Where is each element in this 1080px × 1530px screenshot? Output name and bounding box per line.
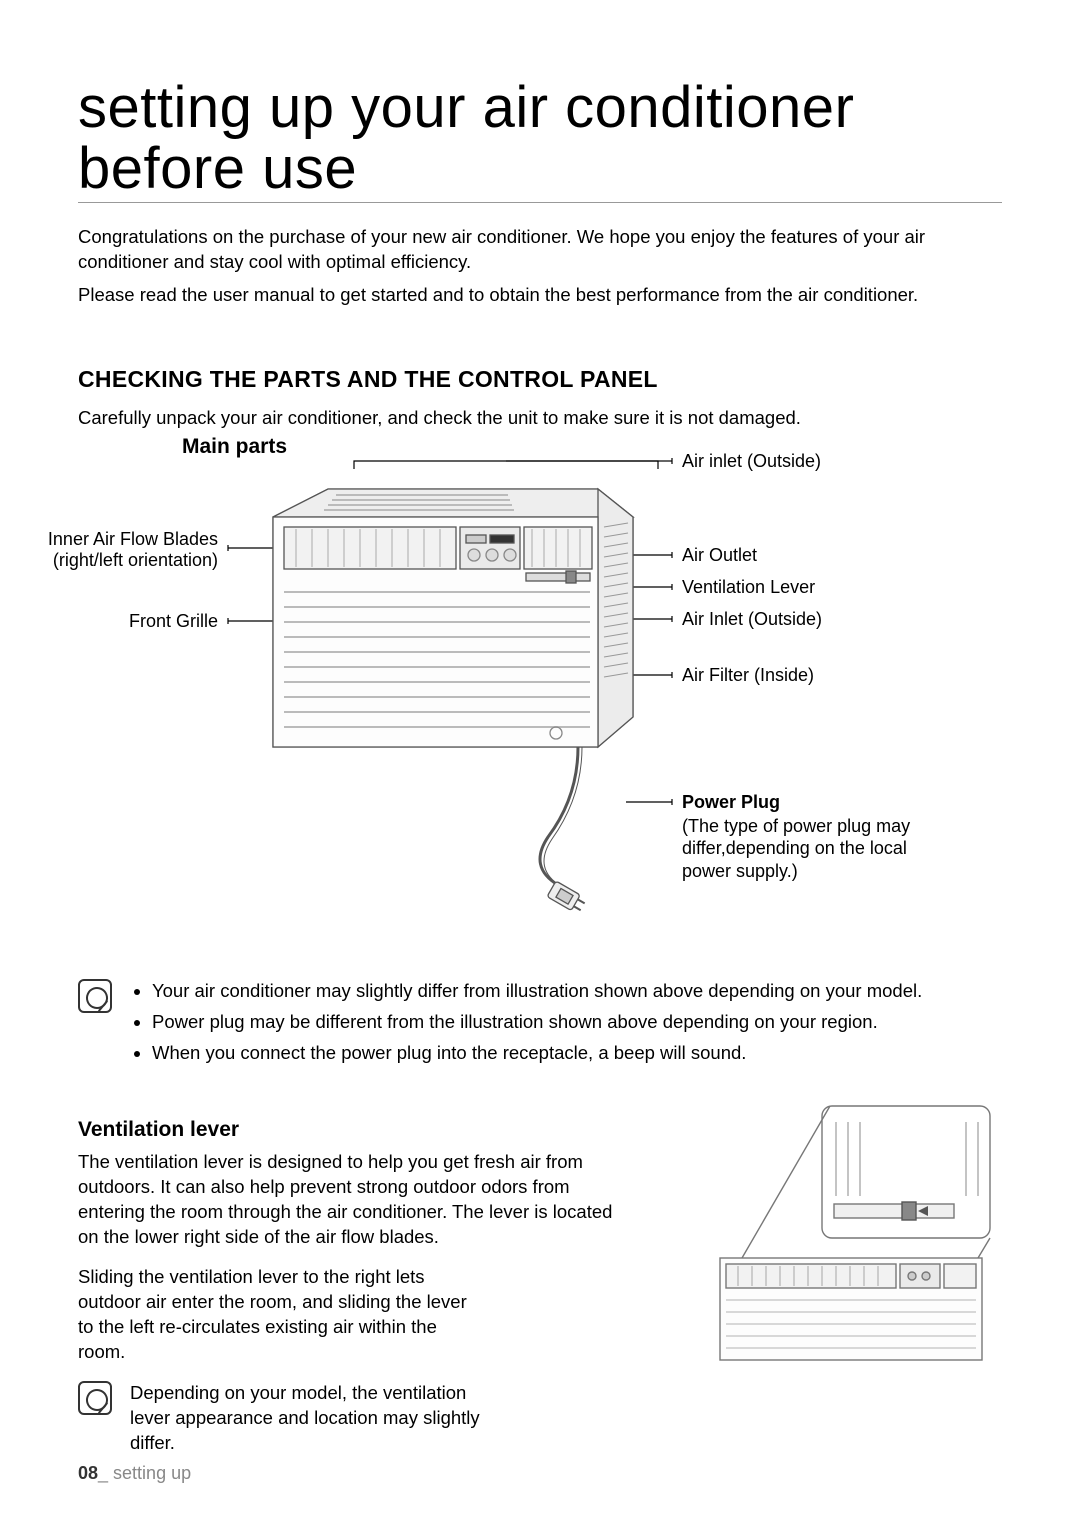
main-parts-diagram: Main parts [78,437,1002,977]
page-footer: 08_ setting up [78,1463,191,1484]
note-item: Power plug may be different from the ill… [152,1010,922,1035]
label-air-filter: Air Filter (Inside) [682,665,814,687]
note-item: When you connect the power plug into the… [152,1041,922,1066]
ac-unit-illustration [78,437,1002,977]
label-ventilation-lever: Ventilation Lever [682,577,815,599]
label-inner-blades-l1: Inner Air Flow Blades [48,529,218,549]
notes-block-1: Your air conditioner may slightly differ… [78,979,1002,1072]
ventilation-para-1: The ventilation lever is designed to hel… [78,1150,638,1250]
note-icon [78,1381,112,1415]
intro-para-1: Congratulations on the purchase of your … [78,225,1002,275]
page-title: setting up your air conditioner before u… [78,78,1002,203]
section-sub-checking-parts: Carefully unpack your air conditioner, a… [78,407,1002,429]
label-air-outlet: Air Outlet [682,545,757,567]
section-heading-checking-parts: CHECKING THE PARTS AND THE CONTROL PANEL [78,366,1002,393]
label-inner-blades: Inner Air Flow Blades (right/left orient… [48,529,218,572]
label-air-inlet-side: Air Inlet (Outside) [682,609,822,631]
label-air-inlet-top: Air inlet (Outside) [682,451,821,473]
ventilation-note: Depending on your model, the ventilation… [130,1381,510,1456]
footer-label: setting up [113,1463,191,1483]
note-item: Your air conditioner may slightly differ… [152,979,922,1004]
label-power-plug: Power Plug [682,792,780,814]
ventilation-para-2: Sliding the ventilation lever to the rig… [78,1265,478,1365]
intro-para-2: Please read the user manual to get start… [78,283,1002,308]
ventilation-lever-heading: Ventilation lever [78,1118,672,1142]
ventilation-lever-illustration [702,1100,1002,1370]
label-power-plug-note: (The type of power plug may differ,depen… [682,815,952,883]
footer-sep: _ [98,1463,113,1483]
note-icon [78,979,112,1013]
label-inner-blades-l2: (right/left orientation) [53,550,218,570]
label-front-grille: Front Grille [129,611,218,633]
page-number: 08 [78,1463,98,1483]
notes-block-2: Depending on your model, the ventilation… [78,1381,672,1456]
